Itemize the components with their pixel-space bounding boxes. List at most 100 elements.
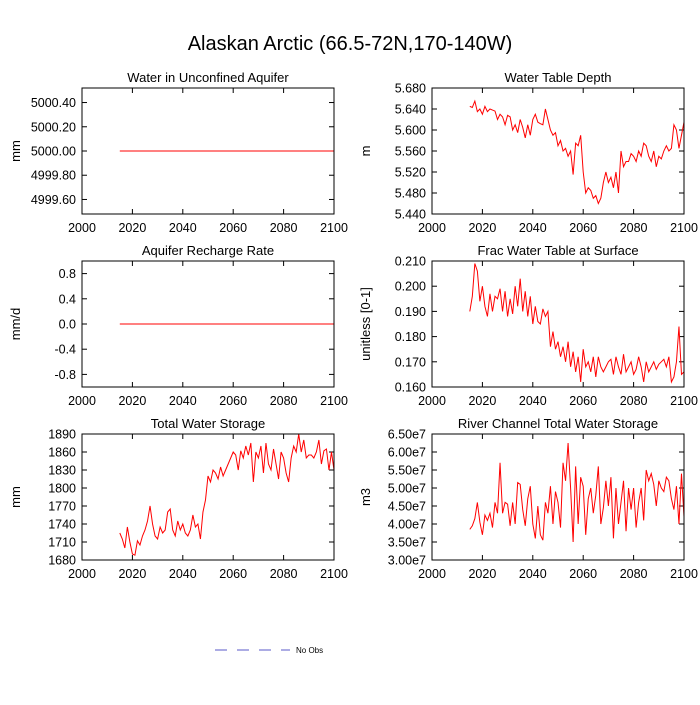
data-line — [469, 99, 685, 205]
x-tick-label: 2100 — [320, 567, 348, 581]
x-tick-label: 2040 — [169, 221, 197, 235]
plot-frame — [431, 260, 685, 388]
y-axis-label: m — [358, 146, 373, 157]
plot-frame — [81, 260, 335, 388]
x-tick-label: 2060 — [569, 221, 597, 235]
y-tick-label: 5.680 — [395, 82, 426, 96]
data-line — [119, 433, 335, 556]
y-tick-label: -0.4 — [54, 343, 76, 357]
x-tick-label: 2060 — [569, 567, 597, 581]
y-tick-label: 0.170 — [395, 355, 426, 369]
y-tick-label: 0.8 — [59, 267, 76, 281]
plot-frame — [81, 433, 335, 561]
x-tick-label: 2000 — [68, 221, 96, 235]
y-axis-label: mm/d — [8, 308, 23, 341]
x-tick-label: 2080 — [620, 394, 648, 408]
y-tick-label: 1740 — [48, 518, 76, 532]
x-tick-label: 2080 — [270, 567, 298, 581]
chart-title: Frac Water Table at Surface — [477, 243, 638, 258]
legend-label: No Obs — [296, 646, 323, 655]
plot-frame — [81, 87, 335, 215]
y-tick-label: 0.190 — [395, 305, 426, 319]
y-tick-label: 5000.40 — [31, 96, 76, 110]
x-tick-label: 2040 — [519, 394, 547, 408]
x-tick-label: 2100 — [670, 221, 698, 235]
y-tick-label: 1800 — [48, 482, 76, 496]
x-tick-label: 2000 — [418, 221, 446, 235]
y-tick-label: 3.00e7 — [388, 554, 426, 568]
x-tick-label: 2060 — [219, 394, 247, 408]
x-tick-label: 2020 — [118, 394, 146, 408]
y-tick-label: 4999.60 — [31, 193, 76, 207]
data-line — [469, 263, 685, 384]
y-tick-label: 1890 — [48, 428, 76, 442]
x-tick-label: 2080 — [620, 567, 648, 581]
y-tick-label: 1770 — [48, 500, 76, 514]
data-line — [469, 442, 685, 543]
x-tick-label: 2100 — [320, 221, 348, 235]
y-tick-label: 0.160 — [395, 381, 426, 395]
figure-title: Alaskan Arctic (66.5-72N,170-140W) — [188, 33, 513, 55]
y-axis-label: unitless [0-1] — [358, 287, 373, 361]
y-tick-label: 4.50e7 — [388, 500, 426, 514]
x-tick-label: 2040 — [169, 567, 197, 581]
x-tick-label: 2020 — [118, 221, 146, 235]
x-tick-label: 2000 — [418, 394, 446, 408]
chart-title: River Channel Total Water Storage — [458, 416, 658, 431]
y-tick-label: 0.4 — [59, 292, 76, 306]
x-tick-label: 2060 — [569, 394, 597, 408]
y-tick-label: 3.50e7 — [388, 536, 426, 550]
y-tick-label: 1710 — [48, 536, 76, 550]
y-tick-label: 6.50e7 — [388, 428, 426, 442]
x-tick-label: 2020 — [468, 221, 496, 235]
plot-frame — [431, 87, 685, 215]
x-tick-label: 2080 — [270, 394, 298, 408]
y-tick-label: 5000.20 — [31, 120, 76, 134]
x-tick-label: 2100 — [670, 567, 698, 581]
y-tick-label: 5.560 — [395, 145, 426, 159]
y-tick-label: 0.0 — [59, 318, 76, 332]
x-tick-label: 2040 — [169, 394, 197, 408]
y-tick-label: 0.180 — [395, 330, 426, 344]
x-tick-label: 2080 — [270, 221, 298, 235]
y-axis-label: mm — [8, 486, 23, 508]
y-axis-label: m3 — [358, 488, 373, 506]
x-tick-label: 2100 — [320, 394, 348, 408]
chart-title: Water in Unconfined Aquifer — [127, 70, 289, 85]
plot-frame — [431, 433, 685, 561]
y-tick-label: 0.200 — [395, 280, 426, 294]
x-tick-label: 2060 — [219, 221, 247, 235]
y-tick-label: 5.50e7 — [388, 464, 426, 478]
chart-title: Total Water Storage — [151, 416, 265, 431]
y-tick-label: 1830 — [48, 464, 76, 478]
x-tick-label: 2020 — [468, 567, 496, 581]
x-tick-label: 2020 — [468, 394, 496, 408]
chart-title: Aquifer Recharge Rate — [142, 243, 274, 258]
y-tick-label: 5.640 — [395, 103, 426, 117]
y-tick-label: 1680 — [48, 554, 76, 568]
y-tick-label: 5.480 — [395, 187, 426, 201]
x-tick-label: 2040 — [519, 567, 547, 581]
x-tick-label: 2040 — [519, 221, 547, 235]
y-tick-label: -0.8 — [54, 368, 76, 382]
y-tick-label: 6.00e7 — [388, 446, 426, 460]
y-tick-label: 5.440 — [395, 208, 426, 222]
y-tick-label: 4999.80 — [31, 169, 76, 183]
y-tick-label: 1860 — [48, 446, 76, 460]
y-tick-label: 5.600 — [395, 124, 426, 138]
y-axis-label: mm — [8, 140, 23, 162]
y-tick-label: 0.210 — [395, 255, 426, 269]
chart-title: Water Table Depth — [505, 70, 612, 85]
x-tick-label: 2060 — [219, 567, 247, 581]
y-tick-label: 5000.00 — [31, 145, 76, 159]
y-tick-label: 5.520 — [395, 166, 426, 180]
x-tick-label: 2000 — [68, 394, 96, 408]
x-tick-label: 2000 — [68, 567, 96, 581]
x-tick-label: 2000 — [418, 567, 446, 581]
x-tick-label: 2100 — [670, 394, 698, 408]
y-tick-label: 5.00e7 — [388, 482, 426, 496]
x-tick-label: 2020 — [118, 567, 146, 581]
y-tick-label: 4.00e7 — [388, 518, 426, 532]
